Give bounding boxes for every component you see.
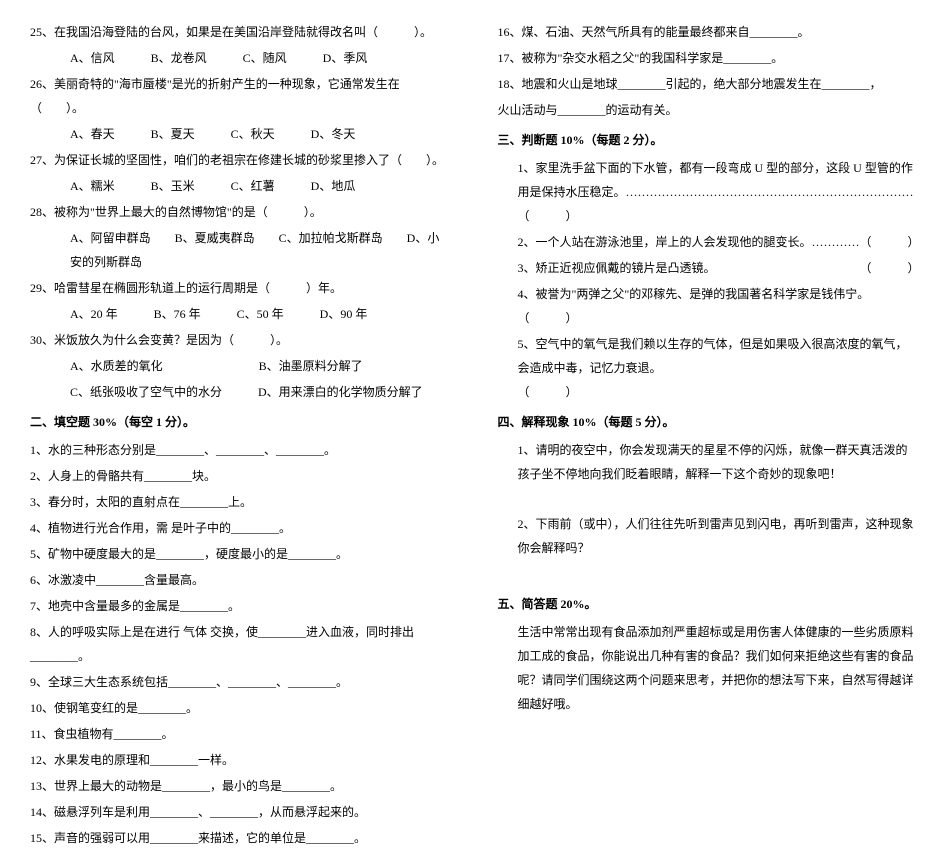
fill-11: 11、食虫植物有________。: [30, 722, 448, 746]
q30-opts1: A、水质差的氧化 B、油墨原料分解了: [30, 354, 448, 378]
fill-16: 16、煤、石油、天然气所具有的能量最终都来自________。: [498, 20, 916, 44]
q27-text: 27、为保证长城的坚固性，咱们的老祖宗在修建长城的砂浆里掺入了（ ）。: [30, 148, 448, 172]
right-column: 16、煤、石油、天然气所具有的能量最终都来自________。 17、被称为"杂…: [498, 20, 916, 627]
section4-header: 四、解释现象 10%（每题 5 分）。: [498, 410, 916, 434]
q28-opts: A、阿留申群岛 B、夏威夷群岛 C、加拉帕戈斯群岛 D、小安的列斯群岛: [30, 226, 448, 274]
fill-17: 17、被称为"杂交水稻之父"的我国科学家是________。: [498, 46, 916, 70]
q30-text: 30、米饭放久为什么会变黄？是因为（ ）。: [30, 328, 448, 352]
fill-18: 18、地震和火山是地球________引起的，绝大部分地震发生在________…: [498, 72, 916, 96]
fill-2: 2、人身上的骨骼共有________块。: [30, 464, 448, 488]
q29-opts: A、20 年 B、76 年 C、50 年 D、90 年: [30, 302, 448, 326]
judge-1: 1、家里洗手盆下面的下水管，都有一段弯成 U 型的部分，这段 U 型管的作用是保…: [498, 156, 916, 228]
fill-9: 9、全球三大生态系统包括________、________、________。: [30, 670, 448, 694]
judge-2: 2、一个人站在游泳池里，岸上的人会发现他的腿变长。…………（ ）: [498, 230, 916, 254]
q30-opts2: C、纸张吸收了空气中的水分 D、用来漂白的化学物质分解了: [30, 380, 448, 404]
fill-13: 13、世界上最大的动物是________，最小的鸟是________。: [30, 774, 448, 798]
left-column: 25、在我国沿海登陆的台风，如果是在美国沿岸登陆就得改名叫（ ）。 A、信风 B…: [30, 20, 448, 627]
fill-15: 15、声音的强弱可以用________来描述，它的单位是________。: [30, 826, 448, 850]
q26-text: 26、美丽奇特的"海市蜃楼"是光的折射产生的一种现象，它通常发生在（ ）。: [30, 72, 448, 120]
section2-header: 二、填空题 30%（每空 1 分）。: [30, 410, 448, 434]
section3-header: 三、判断题 10%（每题 2 分）。: [498, 128, 916, 152]
fill-1: 1、水的三种形态分别是________、________、________。: [30, 438, 448, 462]
explain-2: 2、下雨前（或中），人们往往先听到雷声见到闪电，再听到雷声，这种现象你会解释吗？: [498, 512, 916, 560]
q28-text: 28、被称为"世界上最大的自然博物馆"的是（ ）。: [30, 200, 448, 224]
fill-3: 3、春分时，太阳的直射点在________上。: [30, 490, 448, 514]
q27-opts: A、糯米 B、玉米 C、红薯 D、地瓜: [30, 174, 448, 198]
fill-12: 12、水果发电的原理和________一样。: [30, 748, 448, 772]
q25-opts: A、信风 B、龙卷风 C、随风 D、季风: [30, 46, 448, 70]
fill-8: 8、人的呼吸实际上是在进行 气体 交换，使________进入血液，同时排出__…: [30, 620, 448, 668]
judge-4: 4、被誉为"两弹之父"的邓稼先、是弹的我国著名科学家是钱伟宁。（ ）: [498, 282, 916, 330]
section5-header: 五、简答题 20%。: [498, 592, 916, 616]
fill-5: 5、矿物中硬度最大的是________，硬度最小的是________。: [30, 542, 448, 566]
q25-text: 25、在我国沿海登陆的台风，如果是在美国沿岸登陆就得改名叫（ ）。: [30, 20, 448, 44]
fill-4: 4、植物进行光合作用，需 是叶子中的________。: [30, 516, 448, 540]
judge-3: 3、矫正近视应佩戴的镜片是凸透镜。 （ ）: [498, 256, 916, 280]
judge-5: 5、空气中的氧气是我们赖以生存的气体，但是如果吸入很高浓度的氧气，会造成中毒，记…: [498, 332, 916, 404]
fill-14: 14、磁悬浮列车是利用________、________，从而悬浮起来的。: [30, 800, 448, 824]
fill-7: 7、地壳中含量最多的金属是________。: [30, 594, 448, 618]
explain-1: 1、请明的夜空中，你会发现满天的星星不停的闪烁，就像一群天真活泼的孩子坐不停地向…: [498, 438, 916, 486]
answer-text: 生活中常常出现有食品添加剂严重超标或是用伤害人体健康的一些劣质原料加工成的食品，…: [498, 620, 916, 716]
fill-10: 10、使钢笔变红的是________。: [30, 696, 448, 720]
fill-18b: 火山活动与________的运动有关。: [498, 98, 916, 122]
fill-6: 6、冰激凌中________含量最高。: [30, 568, 448, 592]
q26-opts: A、春天 B、夏天 C、秋天 D、冬天: [30, 122, 448, 146]
q29-text: 29、哈雷彗星在椭圆形轨道上的运行周期是（ ）年。: [30, 276, 448, 300]
